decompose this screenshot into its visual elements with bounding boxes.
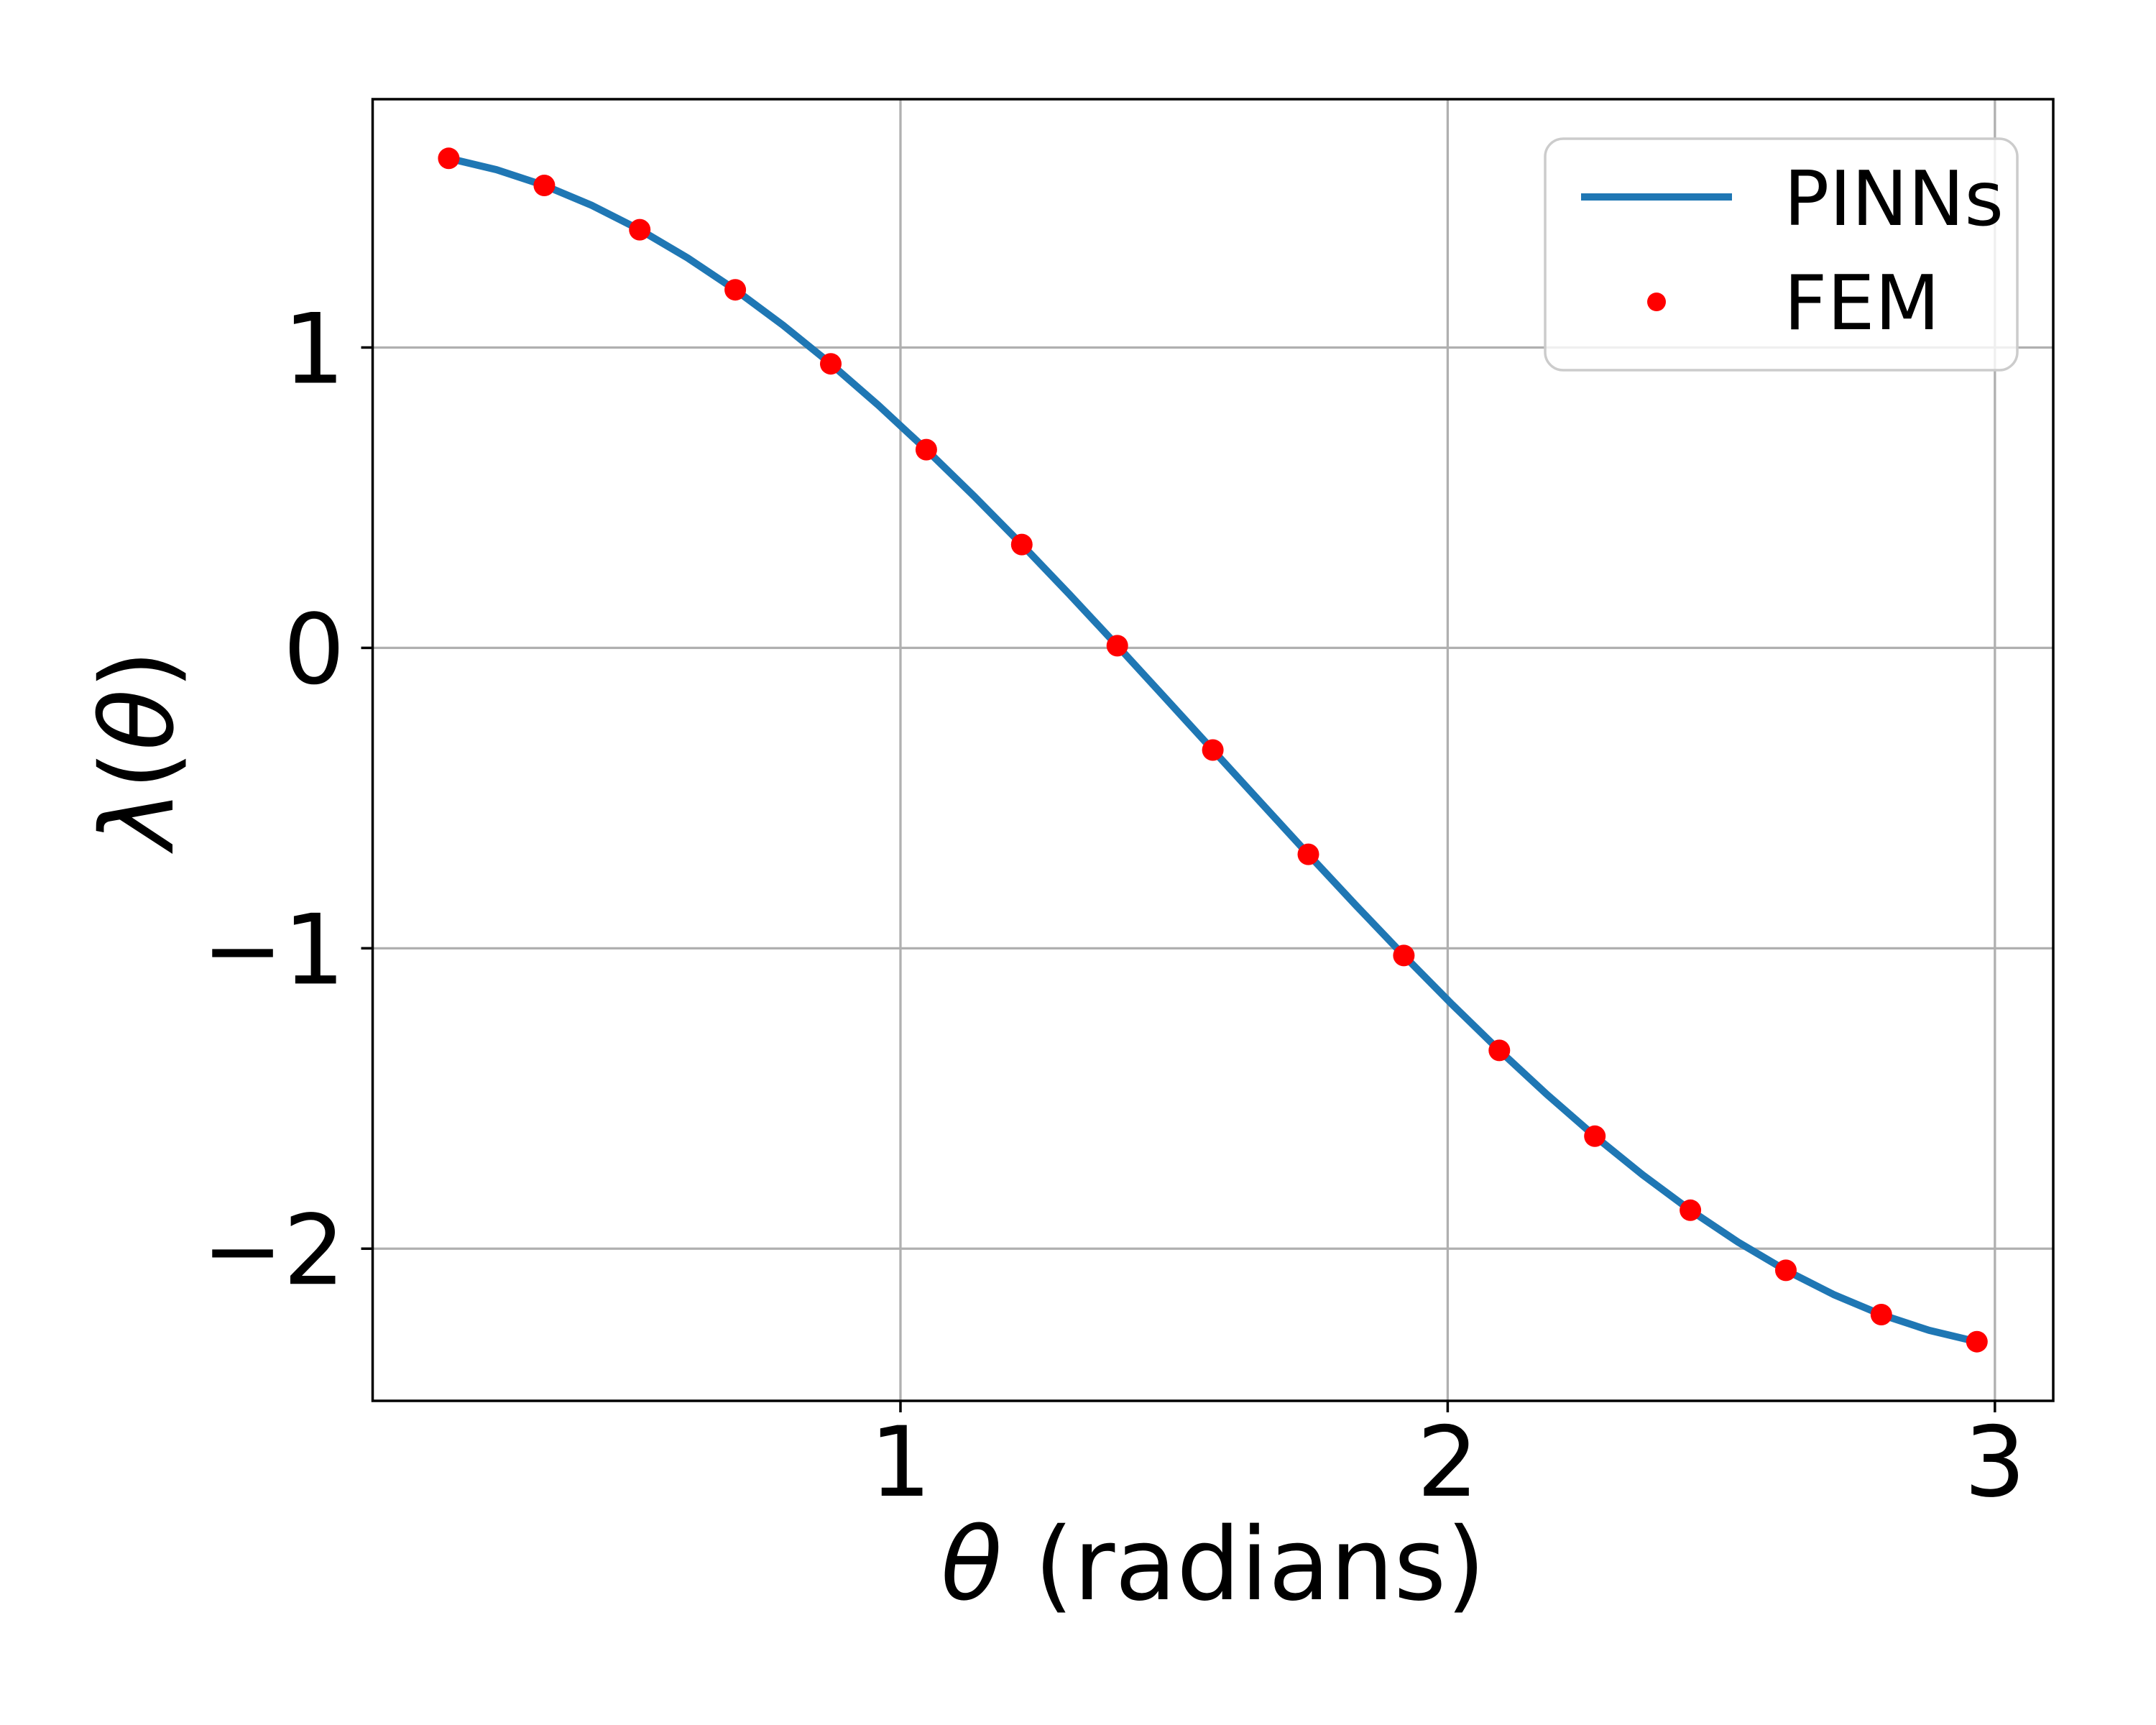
fem-dot <box>724 279 747 301</box>
fem-dot <box>1775 1259 1797 1282</box>
legend: PINNs FEM <box>1544 137 2019 372</box>
fem-dot <box>1393 944 1415 967</box>
legend-marker-sample-fem <box>1647 293 1666 311</box>
x-tick-label: 1 <box>870 1406 931 1519</box>
axes-spines <box>371 98 2055 1402</box>
y-axis-label-theta: θ <box>80 689 197 751</box>
y-axis-label-open-paren: ( <box>80 750 197 790</box>
fem-dot <box>1106 635 1128 657</box>
fem-dot <box>438 147 460 170</box>
fem-dot <box>820 353 842 375</box>
legend-label-fem: FEM <box>1784 259 1940 347</box>
fem-dot <box>1966 1330 1988 1353</box>
y-tick-label: −2 <box>202 1194 345 1307</box>
tick-labels: 1 2 3 1 0 −1 −2 <box>202 293 2026 1519</box>
fem-dot <box>1010 533 1033 556</box>
fem-dot <box>629 218 651 241</box>
tick-marks <box>361 346 1996 1412</box>
x-axis-label-theta: θ <box>941 1506 1003 1624</box>
fem-dot <box>533 175 556 196</box>
y-tick-label: 0 <box>283 593 345 706</box>
fem-dot <box>1488 1039 1511 1062</box>
y-axis-label-lambda: λ <box>80 790 197 855</box>
legend-label-pinns: PINNs <box>1784 155 2004 243</box>
x-tick-label: 2 <box>1416 1406 1478 1519</box>
x-axis-label: θ (radians) <box>941 1506 1485 1624</box>
fem-dot <box>1870 1304 1892 1325</box>
x-axis-label-units: (radians) <box>1003 1506 1485 1624</box>
x-tick-label: 3 <box>1964 1406 2026 1519</box>
y-tick-label: −1 <box>202 893 345 1006</box>
y-axis-label: λ(θ) <box>80 650 197 855</box>
fem-dot <box>1202 739 1224 761</box>
fem-dots-layer <box>438 147 1988 1353</box>
fem-dot <box>1297 843 1319 865</box>
y-axis-label-close-paren: ) <box>80 650 197 689</box>
fem-dot <box>1680 1199 1702 1221</box>
fem-dot <box>1584 1125 1606 1147</box>
fem-dot <box>915 438 937 461</box>
plot-border <box>371 98 2055 1402</box>
y-tick-label: 1 <box>283 293 345 405</box>
